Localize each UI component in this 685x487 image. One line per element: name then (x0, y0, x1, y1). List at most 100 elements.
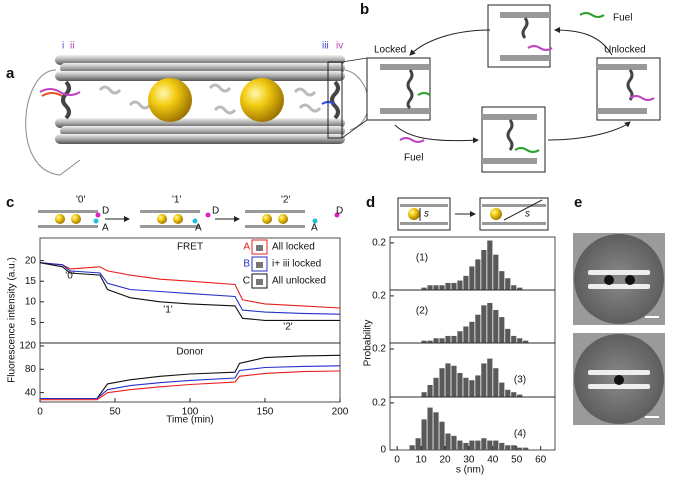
hist-bar (463, 442, 469, 450)
panel-label: a (6, 65, 15, 82)
data-line (40, 370, 341, 401)
hist-bar (439, 285, 445, 290)
x-tick-label: 100 (182, 407, 199, 418)
hist-bar (523, 447, 529, 450)
panel-title: Donor (176, 347, 204, 358)
hist-bar (523, 340, 529, 343)
hist-bar (445, 335, 451, 343)
legend-label: All locked (272, 242, 315, 253)
hist-bar (457, 331, 463, 343)
hist-bar (469, 266, 475, 290)
hist-bar (451, 365, 457, 397)
hist-bar (475, 259, 481, 290)
dye-label: A (195, 223, 202, 234)
hist-bar (505, 445, 511, 450)
hist-bar (427, 285, 433, 290)
hist-bar (463, 275, 469, 290)
hist-bar (481, 249, 487, 290)
hist-bar (511, 445, 517, 450)
y-tick-label: 20 (25, 255, 37, 266)
panel-label: d (366, 194, 375, 211)
hist-bar (517, 338, 523, 343)
x-tick-label: 60 (535, 455, 547, 466)
hist-bar (517, 287, 523, 290)
hist-bar (421, 340, 427, 343)
y-tick-label: 40 (25, 387, 37, 398)
site-label: iv (336, 41, 343, 52)
dye-label: A (102, 223, 109, 234)
lock-icon (256, 262, 263, 268)
hist-bar (445, 282, 451, 290)
y-axis-label: Fluorescence intensity (a.u.) (7, 257, 18, 383)
state-label: Locked (374, 45, 406, 56)
hist-bar (439, 338, 445, 343)
x-tick-label: 200 (332, 407, 349, 418)
hist-bar (439, 368, 445, 397)
hist-bar (451, 335, 457, 343)
y-tick-label: 10 (25, 296, 37, 307)
fuel-label: Fuel (404, 153, 423, 164)
hist-bar (517, 447, 523, 450)
hist-bar (499, 442, 505, 450)
hist-bar (475, 440, 481, 450)
distance-label: s (424, 209, 429, 220)
hist-bar (475, 314, 481, 343)
hist-bar (445, 433, 451, 450)
site-label: ii (70, 41, 74, 52)
panel-label: e (574, 194, 582, 211)
hist-bar (493, 368, 499, 397)
x-tick-label: 0 (394, 455, 400, 466)
charts: 5 10 15 20 FRET Fluorescence intensity (a.u.)… (7, 236, 556, 476)
hist-bar (481, 305, 487, 343)
y-tick-label: 120 (19, 341, 36, 352)
hist-bar (469, 440, 475, 450)
hist-bar (463, 326, 469, 343)
hist-bar (433, 377, 439, 397)
hist-bar (499, 382, 505, 397)
hist-bar (427, 385, 433, 397)
hist-bar (475, 375, 481, 397)
annotation: '0' (65, 271, 74, 282)
hist-bar (511, 285, 517, 290)
hist-bar (415, 438, 421, 450)
hist-bar (499, 271, 505, 290)
legend-label: All unlocked (272, 276, 326, 287)
em-images (573, 233, 665, 425)
legend-label: i+ iii locked (272, 259, 321, 270)
hist-bar (481, 363, 487, 397)
site-label: iii (322, 41, 329, 52)
inset-label: (2) (416, 306, 428, 317)
inset-label: (4) (514, 429, 526, 440)
hist-bar (505, 328, 511, 343)
panel-label: b (360, 1, 369, 18)
y-tick-label: 0.2 (372, 238, 386, 249)
hist-bar (457, 373, 463, 397)
lock-icon (256, 245, 263, 251)
x-tick-label: 30 (463, 455, 475, 466)
hist-bar (457, 440, 463, 450)
hist-bar (517, 394, 523, 397)
hist-bar (421, 287, 427, 290)
hist-bar (451, 435, 457, 450)
panel-title: FRET (177, 242, 203, 253)
dye-label: A (311, 223, 318, 234)
dye-label: D (212, 206, 219, 217)
legend-key: C (243, 276, 250, 287)
hist-bar (427, 340, 433, 343)
inset-label: (3) (514, 375, 526, 386)
hist-bar (481, 438, 487, 450)
x-tick-label: 50 (109, 407, 121, 418)
site-label: i (62, 41, 64, 52)
y-tick-label: 5 (30, 317, 36, 328)
hist-bar (493, 310, 499, 343)
state-label: '0' (76, 195, 85, 206)
dye-label: D (336, 206, 343, 217)
inset-label: (1) (416, 253, 428, 264)
lock-cycle (366, 4, 661, 173)
distance-label: s (525, 209, 530, 220)
y-tick-label: 0.2 (372, 291, 386, 302)
data-line (40, 354, 341, 400)
x-axis-label: s (nm) (456, 465, 484, 476)
data-line (40, 365, 341, 400)
